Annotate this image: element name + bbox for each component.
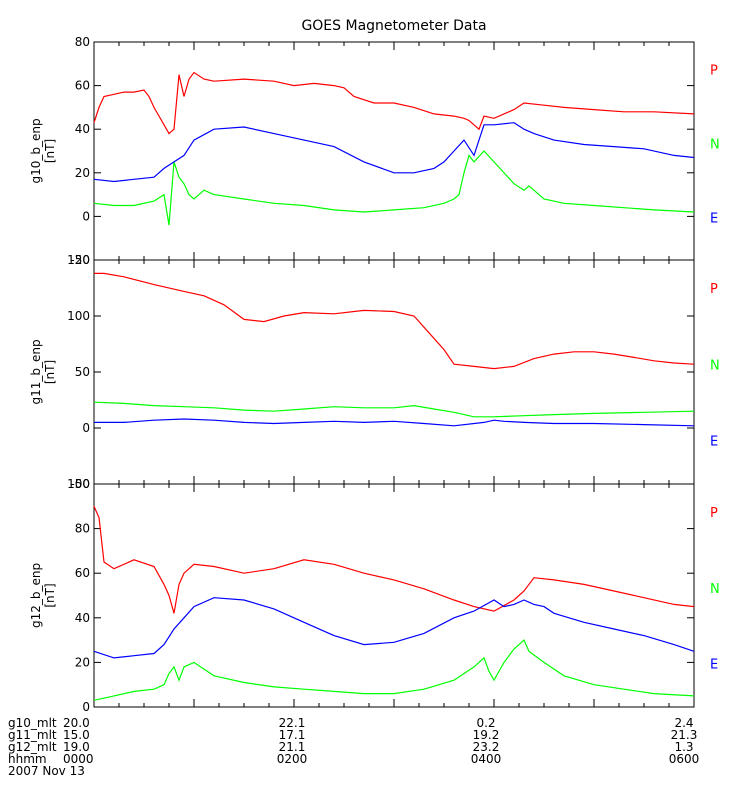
- y-axis-unit: [nT]: [43, 583, 57, 607]
- series-line-g10-p: [93, 71, 695, 135]
- y-tick-label: -20: [70, 253, 90, 267]
- bottom-row-value: 1.3: [674, 740, 693, 754]
- y-axis-label: g11_b_enp: [29, 339, 43, 404]
- y-tick-label: 150: [67, 253, 90, 267]
- bottom-row-value: 20.0: [63, 716, 90, 730]
- y-tick-label: 100: [67, 309, 90, 323]
- bottom-row-value: 0400: [471, 752, 502, 766]
- y-tick-label: 60: [75, 79, 90, 93]
- y-axis-unit: [nT]: [43, 360, 57, 384]
- bottom-row-value: 17.1: [279, 728, 306, 742]
- y-tick-label: -50: [70, 477, 90, 491]
- legend-entry-p: P: [710, 282, 718, 297]
- bottom-axis-table: g10_mlt 20.0 22.1 0.2 2.4 g11_mlt 15.0 17.1 19.2…: [8, 716, 699, 778]
- y-tick-label: 40: [75, 122, 90, 136]
- bottom-row-value: 21.1: [279, 740, 306, 754]
- series-line-g12-p: [93, 506, 695, 614]
- series-line-g11-n: [93, 401, 695, 418]
- series-line-g12-n: [93, 639, 695, 701]
- panel-g10: -20 0 20 40 60 80 g10_b_enp [nT] P N E: [29, 35, 720, 267]
- bottom-row-value: 15.0: [63, 728, 90, 742]
- bottom-row-value: 19.2: [473, 728, 500, 742]
- y-tick-label: 20: [75, 655, 90, 669]
- panel-frame: [93, 41, 695, 261]
- y-tick-label: 0: [82, 421, 90, 435]
- panel-g12: 0 20 40 60 80 100 g12_b_enp [nT] P N E: [29, 477, 720, 714]
- y-tick-label: 100: [67, 477, 90, 491]
- y-tick-label: 50: [75, 365, 90, 379]
- bottom-row-label: g10_mlt: [8, 716, 57, 730]
- bottom-row-value: 23.2: [473, 740, 500, 754]
- series-line-g10-n: [93, 150, 695, 226]
- legend-entry-e: E: [710, 212, 718, 227]
- legend-entry-p: P: [710, 63, 718, 78]
- panel-g11: -50 0 50 100 150 g11_b_enp [nT] P N E: [29, 253, 720, 491]
- panel-frame: [93, 259, 695, 485]
- y-tick-label: 80: [75, 35, 90, 49]
- chart-title: GOES Magnetometer Data: [301, 18, 486, 34]
- legend-entry-n: N: [710, 358, 720, 373]
- y-axis-label: g12_b_enp: [29, 563, 43, 628]
- legend-entry-n: N: [710, 137, 720, 152]
- bottom-row-label: g11_mlt: [8, 728, 57, 742]
- bottom-row-value: 0000: [63, 752, 94, 766]
- y-tick-label: 60: [75, 566, 90, 580]
- bottom-row-value: 2.4: [674, 716, 693, 730]
- bottom-row-value: 21.3: [671, 728, 698, 742]
- bottom-row-value: 19.0: [63, 740, 90, 754]
- y-axis-label: g10_b_enp: [29, 118, 43, 183]
- date-label: 2007 Nov 13: [8, 764, 85, 778]
- series-line-g12-e: [93, 597, 695, 659]
- bottom-row-label: hhmm: [8, 752, 47, 766]
- bottom-row-value: 0200: [277, 752, 308, 766]
- y-tick-label: 0: [82, 700, 90, 714]
- legend-entry-e: E: [710, 658, 718, 673]
- y-tick-label: 0: [82, 209, 90, 223]
- series-line-g10-e: [93, 122, 695, 183]
- bottom-row-value: 0600: [669, 752, 700, 766]
- series-line-g11-e: [94, 418, 695, 427]
- panel-frame: [93, 483, 695, 708]
- y-axis-unit: [nT]: [43, 139, 57, 163]
- y-tick-label: 40: [75, 611, 90, 625]
- legend-entry-p: P: [710, 506, 718, 521]
- y-tick-label: 80: [75, 522, 90, 536]
- legend-entry-n: N: [710, 582, 720, 597]
- series-line-g11-p: [94, 272, 695, 370]
- bottom-row-value: 22.1: [279, 716, 306, 730]
- legend-entry-e: E: [710, 434, 718, 449]
- bottom-row-label: g12_mlt: [8, 740, 57, 754]
- bottom-row-value: 0.2: [476, 716, 495, 730]
- y-tick-label: 20: [75, 166, 90, 180]
